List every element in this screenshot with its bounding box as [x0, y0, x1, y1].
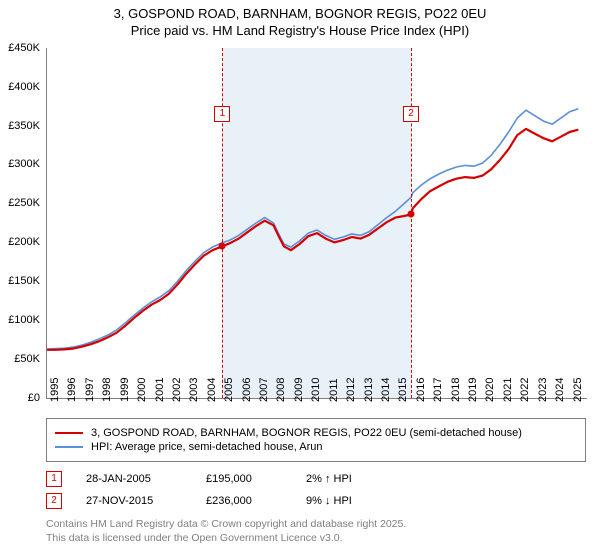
x-tick-label: 2006 [241, 377, 253, 401]
sales-row: 2 27-NOV-2015£236,0009% ↓ HPI [46, 490, 416, 512]
legend-swatch [55, 446, 83, 448]
chart-title: 3, GOSPOND ROAD, BARNHAM, BOGNOR REGIS, … [0, 0, 600, 40]
x-tick-label: 2011 [328, 378, 340, 402]
line-svg [47, 48, 587, 398]
sales-price: £195,000 [206, 473, 306, 485]
x-tick-label: 2018 [450, 377, 462, 401]
legend-label: 3, GOSPOND ROAD, BARNHAM, BOGNOR REGIS, … [91, 427, 522, 439]
y-tick-label: £200K [8, 236, 40, 248]
callout-line-1 [222, 48, 223, 398]
x-tick-label: 2001 [154, 377, 166, 401]
x-tick-label: 1996 [66, 377, 78, 401]
x-tick-label: 2015 [397, 377, 409, 401]
x-tick-label: 2014 [380, 377, 392, 401]
x-tick-label: 2012 [345, 377, 357, 401]
y-tick-label: £350K [8, 120, 40, 132]
y-tick-label: £400K [8, 81, 40, 93]
x-tick-label: 2002 [171, 377, 183, 401]
callout-dot-1 [219, 243, 226, 250]
legend-label: HPI: Average price, semi-detached house,… [91, 441, 323, 453]
legend: 3, GOSPOND ROAD, BARNHAM, BOGNOR REGIS, … [46, 418, 586, 462]
callout-box-1: 1 [214, 106, 230, 122]
legend-row: HPI: Average price, semi-detached house,… [55, 441, 577, 453]
x-tick-label: 2022 [519, 377, 531, 401]
x-tick-label: 2005 [223, 377, 235, 401]
x-tick-label: 1995 [49, 377, 61, 401]
x-tick-label: 1997 [84, 377, 96, 401]
y-tick-label: £50K [14, 353, 40, 365]
x-tick-label: 1998 [101, 377, 113, 401]
plot-region: 12 [46, 48, 587, 399]
y-tick-label: £450K [8, 42, 40, 54]
chart-container: 3, GOSPOND ROAD, BARNHAM, BOGNOR REGIS, … [0, 0, 600, 560]
x-tick-label: 2008 [275, 377, 287, 401]
callout-box-2: 2 [403, 106, 419, 122]
x-tick-label: 2024 [554, 377, 566, 401]
sales-marker: 1 [46, 471, 62, 487]
footer-line-1: Contains HM Land Registry data © Crown c… [46, 518, 406, 532]
sales-date: 27-NOV-2015 [86, 495, 206, 507]
x-tick-label: 2003 [188, 377, 200, 401]
footer-attribution: Contains HM Land Registry data © Crown c… [46, 518, 406, 545]
title-line-1: 3, GOSPOND ROAD, BARNHAM, BOGNOR REGIS, … [0, 6, 600, 23]
x-tick-label: 2020 [484, 377, 496, 401]
legend-swatch [55, 432, 83, 434]
series-hpi [47, 108, 578, 348]
y-tick-label: £0 [28, 392, 40, 404]
x-tick-label: 2000 [136, 377, 148, 401]
x-tick-label: 2023 [537, 377, 549, 401]
sales-price: £236,000 [206, 495, 306, 507]
legend-row: 3, GOSPOND ROAD, BARNHAM, BOGNOR REGIS, … [55, 427, 577, 439]
x-tick-label: 2009 [293, 377, 305, 401]
footer-line-2: This data is licensed under the Open Gov… [46, 532, 406, 546]
x-tick-label: 2021 [502, 377, 514, 401]
y-tick-label: £300K [8, 158, 40, 170]
sales-pct: 9% ↓ HPI [306, 495, 416, 507]
callout-line-2 [411, 48, 412, 398]
title-line-2: Price paid vs. HM Land Registry's House … [0, 23, 600, 40]
x-tick-label: 2007 [258, 377, 270, 401]
x-tick-label: 1999 [119, 377, 131, 401]
x-tick-label: 2013 [363, 377, 375, 401]
x-tick-label: 2016 [415, 377, 427, 401]
sales-marker: 2 [46, 493, 62, 509]
series-price_paid [47, 129, 578, 350]
x-tick-label: 2017 [432, 377, 444, 401]
sales-table: 1 28-JAN-2005£195,0002% ↑ HPI 2 27-NOV-2015… [46, 468, 416, 512]
x-tick-label: 2019 [467, 377, 479, 401]
y-tick-label: £250K [8, 197, 40, 209]
sales-date: 28-JAN-2005 [86, 473, 206, 485]
sales-pct: 2% ↑ HPI [306, 473, 416, 485]
y-tick-label: £150K [8, 275, 40, 287]
sales-row: 1 28-JAN-2005£195,0002% ↑ HPI [46, 468, 416, 490]
y-tick-label: £100K [8, 314, 40, 326]
chart-area: £0£50K£100K£150K£200K£250K£300K£350K£400… [46, 48, 586, 398]
x-tick-label: 2025 [572, 377, 584, 401]
callout-dot-2 [408, 211, 415, 218]
x-tick-label: 2010 [310, 377, 322, 401]
x-tick-label: 2004 [206, 377, 218, 401]
